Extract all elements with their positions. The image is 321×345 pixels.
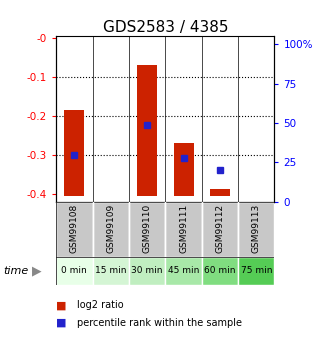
Text: GSM99113: GSM99113 — [252, 204, 261, 253]
Text: ■: ■ — [56, 300, 67, 310]
Bar — [165, 202, 202, 257]
Text: log2 ratio: log2 ratio — [77, 300, 124, 310]
Bar — [56, 257, 92, 285]
Text: 45 min: 45 min — [168, 266, 199, 275]
Bar — [129, 257, 165, 285]
Bar — [56, 202, 92, 257]
Bar — [202, 257, 238, 285]
Bar — [202, 202, 238, 257]
Bar — [92, 202, 129, 257]
Bar — [129, 202, 165, 257]
Bar — [238, 202, 274, 257]
Text: GSM99109: GSM99109 — [106, 204, 115, 253]
Text: 0 min: 0 min — [62, 266, 87, 275]
Bar — [64, 110, 84, 196]
Bar — [238, 257, 274, 285]
Bar — [210, 189, 230, 196]
Title: GDS2583 / 4385: GDS2583 / 4385 — [103, 20, 228, 35]
Text: 60 min: 60 min — [204, 266, 236, 275]
Bar — [137, 65, 157, 196]
Text: ■: ■ — [56, 318, 67, 327]
Bar — [165, 257, 202, 285]
Text: 30 min: 30 min — [131, 266, 163, 275]
Text: GSM99108: GSM99108 — [70, 204, 79, 253]
Bar — [92, 257, 129, 285]
Text: ▶: ▶ — [32, 264, 42, 277]
Text: 15 min: 15 min — [95, 266, 126, 275]
Bar — [173, 144, 194, 196]
Text: GSM99112: GSM99112 — [215, 204, 224, 253]
Text: 75 min: 75 min — [240, 266, 272, 275]
Text: percentile rank within the sample: percentile rank within the sample — [77, 318, 242, 327]
Text: time: time — [3, 266, 29, 276]
Text: GSM99110: GSM99110 — [143, 204, 152, 253]
Text: GSM99111: GSM99111 — [179, 204, 188, 253]
